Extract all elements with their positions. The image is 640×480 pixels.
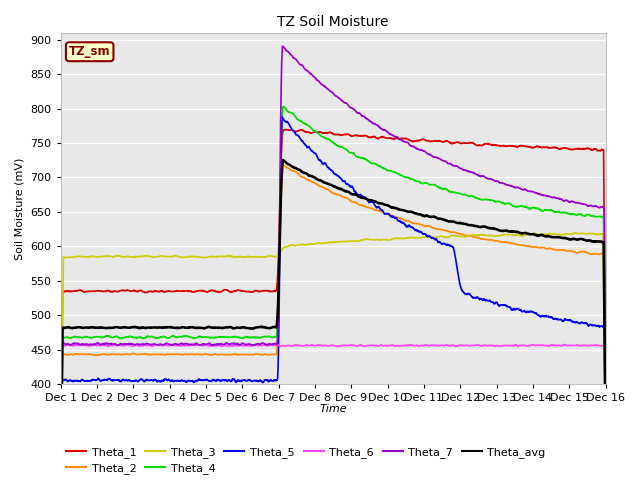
Theta_5 — [486, 298, 494, 303]
Theta_3 — [586, 230, 593, 236]
Theta_7 — [486, 176, 494, 182]
Theta_6 — [322, 343, 330, 348]
Theta_6 — [586, 342, 594, 348]
Theta_3 — [307, 241, 315, 247]
Theta_4 — [586, 212, 593, 218]
Theta_2 — [586, 251, 593, 257]
Title: TZ Soil Moisture: TZ Soil Moisture — [277, 15, 389, 29]
Theta_4 — [602, 421, 609, 427]
Theta_5 — [586, 322, 594, 327]
Theta_avg — [322, 180, 330, 186]
X-axis label: Time: Time — [319, 405, 347, 414]
Line: Theta_1: Theta_1 — [61, 130, 605, 463]
Theta_avg — [586, 238, 593, 243]
Theta_7 — [322, 84, 330, 90]
Theta_2 — [84, 351, 92, 357]
Theta_5 — [278, 114, 286, 120]
Theta_7 — [308, 72, 316, 77]
Theta_4 — [84, 335, 92, 340]
Theta_1 — [586, 146, 593, 152]
Theta_6 — [84, 343, 92, 348]
Theta_7 — [278, 43, 286, 49]
Theta_2 — [602, 441, 609, 446]
Y-axis label: Soil Moisture (mV): Soil Moisture (mV) — [15, 157, 25, 260]
Theta_6 — [586, 342, 593, 348]
Theta_2 — [308, 179, 316, 184]
Theta_6 — [307, 342, 315, 348]
Theta_2 — [486, 237, 494, 243]
Theta_4 — [279, 103, 287, 109]
Theta_3 — [586, 230, 594, 236]
Theta_avg — [279, 157, 287, 163]
Theta_1 — [602, 385, 609, 391]
Theta_5 — [586, 322, 593, 327]
Theta_avg — [308, 173, 316, 179]
Theta_1 — [284, 127, 291, 132]
Theta_7 — [84, 342, 92, 348]
Theta_2 — [279, 162, 287, 168]
Theta_4 — [308, 125, 316, 131]
Theta_1 — [322, 130, 330, 136]
Theta_7 — [586, 203, 593, 209]
Theta_3 — [322, 240, 330, 246]
Line: Theta_3: Theta_3 — [61, 233, 605, 457]
Theta_6 — [602, 468, 609, 474]
Theta_2 — [322, 186, 330, 192]
Theta_6 — [486, 343, 493, 348]
Theta_7 — [586, 203, 594, 208]
Theta_avg — [586, 238, 594, 243]
Theta_1 — [586, 146, 594, 152]
Theta_1 — [308, 130, 316, 136]
Theta_3 — [571, 230, 579, 236]
Line: Theta_avg: Theta_avg — [61, 160, 605, 480]
Theta_3 — [602, 422, 609, 428]
Theta_4 — [586, 213, 594, 218]
Theta_avg — [602, 434, 609, 440]
Legend: Theta_1, Theta_2, Theta_3, Theta_4, Theta_5, Theta_6, Theta_7, Theta_avg: Theta_1, Theta_2, Theta_3, Theta_4, Thet… — [61, 442, 550, 479]
Theta_7 — [602, 386, 609, 392]
Theta_avg — [486, 225, 494, 231]
Line: Theta_2: Theta_2 — [61, 165, 605, 480]
Theta_5 — [84, 378, 92, 384]
Line: Theta_4: Theta_4 — [61, 106, 605, 480]
Theta_6 — [561, 342, 569, 348]
Theta_4 — [486, 197, 494, 203]
Theta_4 — [322, 135, 330, 141]
Theta_3 — [84, 254, 92, 260]
Theta_1 — [486, 141, 494, 147]
Text: TZ_sm: TZ_sm — [69, 45, 111, 58]
Line: Theta_5: Theta_5 — [61, 117, 605, 480]
Theta_3 — [486, 232, 493, 238]
Theta_5 — [308, 148, 316, 154]
Theta_1 — [57, 460, 65, 466]
Theta_5 — [602, 448, 609, 454]
Theta_1 — [84, 288, 92, 294]
Theta_2 — [586, 251, 594, 257]
Theta_avg — [84, 324, 92, 330]
Line: Theta_6: Theta_6 — [61, 345, 605, 480]
Theta_5 — [322, 162, 330, 168]
Line: Theta_7: Theta_7 — [61, 46, 605, 480]
Theta_3 — [57, 455, 65, 460]
